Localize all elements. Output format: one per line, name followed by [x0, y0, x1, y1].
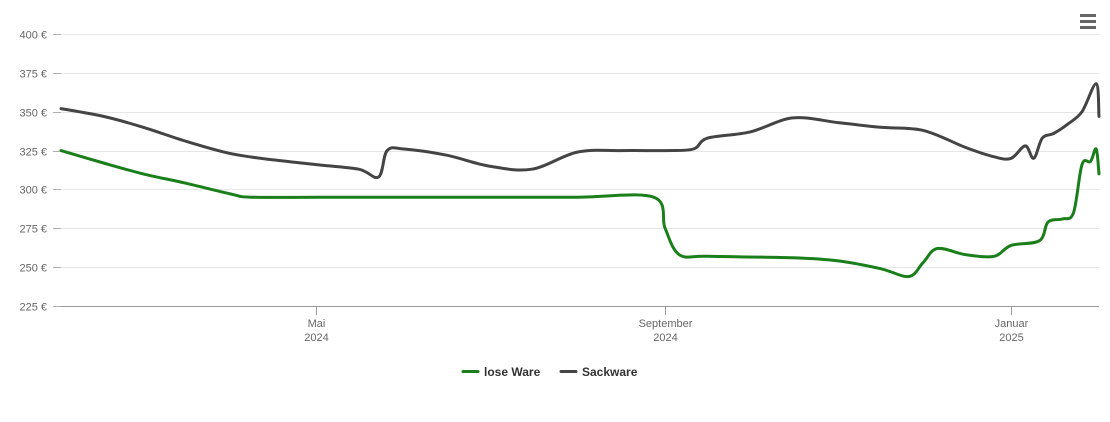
y-tick-label: 275 €	[19, 224, 47, 236]
legend-label: Sackware	[582, 365, 638, 379]
grid	[61, 34, 1099, 268]
legend-label: lose Ware	[484, 365, 541, 379]
legend[interactable]: lose Ware Sackware	[461, 365, 638, 379]
x-tick-label-line: September	[639, 318, 693, 330]
x-tick-label-line: 2024	[653, 332, 677, 344]
series-line-lose-ware[interactable]	[59, 147, 1101, 279]
series-lines	[59, 82, 1101, 279]
x-axis: Mai 2024 September 2024 Januar 2025	[61, 306, 1099, 344]
y-tick-label: 400 €	[19, 30, 47, 42]
series-line-sackware[interactable]	[59, 82, 1101, 180]
y-tick-label: 375 €	[19, 69, 47, 81]
y-tick-label: 300 €	[19, 185, 47, 197]
x-tick-label: September 2024	[639, 318, 693, 344]
chart-menu-button[interactable]	[1074, 8, 1102, 36]
y-tick-label: 350 €	[19, 108, 47, 120]
legend-item-sackware[interactable]: Sackware	[559, 365, 638, 379]
y-tick-label: 250 €	[19, 263, 47, 275]
x-tick-label-line: 2025	[999, 332, 1023, 344]
x-tick-label-line: Mai	[308, 318, 326, 330]
y-tick-label: 325 €	[19, 147, 47, 159]
hamburger-menu-icon	[1080, 14, 1096, 29]
legend-item-lose-ware[interactable]: lose Ware	[461, 365, 541, 379]
x-tick-label-line: Januar	[995, 318, 1029, 330]
x-tick-label-line: 2024	[304, 332, 328, 344]
y-tick-label: 225 €	[19, 302, 47, 314]
x-tick-label: Januar 2025	[995, 318, 1029, 344]
x-tick-label: Mai 2024	[304, 318, 328, 344]
y-axis: 225 € 250 € 275 € 300 € 325 € 350 € 375 € 400 €	[19, 30, 61, 314]
